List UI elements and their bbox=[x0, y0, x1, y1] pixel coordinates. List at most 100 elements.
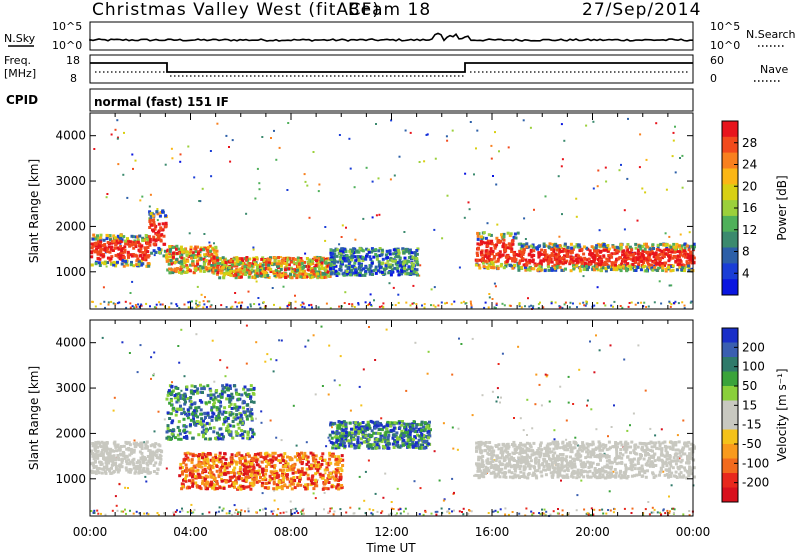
echo-cell bbox=[329, 265, 333, 269]
echo-scatter bbox=[216, 122, 219, 125]
echo-scatter bbox=[467, 201, 470, 204]
echo-scatter bbox=[384, 262, 387, 265]
echo-cell bbox=[543, 269, 547, 273]
echo-cell bbox=[292, 476, 296, 479]
echo-cell bbox=[673, 250, 677, 254]
echo-cell bbox=[145, 461, 149, 465]
echo-cell bbox=[488, 263, 492, 267]
echo-cell bbox=[116, 456, 120, 459]
near-range-echo bbox=[369, 301, 371, 304]
echo-cell bbox=[487, 254, 491, 258]
echo-cell bbox=[501, 245, 505, 249]
echo-cell bbox=[332, 470, 336, 474]
echo-cell bbox=[598, 245, 602, 249]
echo-cell bbox=[348, 249, 352, 253]
near-range-echo bbox=[440, 301, 443, 304]
echo-cell bbox=[198, 399, 202, 403]
echo-scatter bbox=[287, 122, 290, 124]
echo-cell bbox=[239, 416, 243, 420]
echo-scatter bbox=[121, 341, 124, 344]
echo-cell bbox=[687, 262, 690, 266]
echo-cell bbox=[293, 262, 297, 266]
echo-scatter bbox=[468, 208, 471, 211]
near-range-echo bbox=[279, 306, 282, 309]
echo-cell bbox=[201, 425, 205, 429]
echo-cell bbox=[309, 271, 313, 275]
echo-scatter bbox=[412, 284, 415, 287]
echo-cell bbox=[563, 254, 566, 258]
near-range-echo bbox=[247, 507, 250, 510]
echo-cell bbox=[222, 410, 226, 414]
echo-scatter bbox=[317, 190, 320, 193]
echo-cell bbox=[134, 470, 138, 474]
echo-cell bbox=[205, 252, 209, 256]
echo-cell bbox=[240, 393, 244, 397]
echo-cell bbox=[249, 395, 253, 399]
near-range-echo bbox=[494, 307, 497, 309]
echo-scatter bbox=[272, 370, 275, 373]
echo-scatter bbox=[577, 444, 580, 447]
near-range-echo bbox=[612, 305, 614, 308]
echo-cell bbox=[134, 445, 138, 449]
echo-cell bbox=[132, 246, 136, 250]
echo-cell bbox=[157, 443, 161, 447]
echo-cell bbox=[171, 408, 175, 412]
echo-cell bbox=[222, 486, 226, 490]
echo-cell bbox=[647, 266, 651, 270]
echo-cell bbox=[378, 254, 382, 258]
echo-cell bbox=[392, 248, 396, 252]
echo-cell bbox=[148, 226, 152, 229]
echo-cell bbox=[109, 247, 113, 251]
echo-cell bbox=[357, 258, 361, 262]
echo-cell bbox=[526, 268, 530, 272]
echo-cell bbox=[312, 454, 316, 458]
echo-cell bbox=[306, 273, 310, 277]
near-range-echo bbox=[111, 509, 114, 512]
echo-cell bbox=[199, 383, 202, 387]
echo-cell bbox=[351, 249, 354, 253]
echo-cell bbox=[192, 409, 196, 413]
echo-cell bbox=[286, 477, 290, 481]
near-range-echo bbox=[225, 306, 228, 308]
echo-cell bbox=[648, 247, 652, 251]
echo-cell bbox=[319, 260, 323, 263]
echo-cell bbox=[585, 264, 588, 268]
near-range-echo bbox=[593, 508, 596, 511]
echo-scatter bbox=[264, 360, 267, 363]
echo-cell bbox=[145, 264, 149, 268]
echo-cell bbox=[97, 471, 101, 475]
echo-scatter bbox=[312, 334, 315, 337]
echo-cell bbox=[305, 457, 309, 461]
echo-scatter bbox=[644, 191, 647, 194]
near-range-echo bbox=[409, 304, 412, 307]
echo-cell bbox=[263, 476, 267, 480]
nsearch-label: N.Search bbox=[746, 28, 796, 41]
near-range-echo bbox=[273, 303, 275, 306]
echo-cell bbox=[560, 268, 564, 272]
echo-cell bbox=[213, 396, 217, 400]
echo-scatter bbox=[558, 235, 561, 238]
near-range-echo bbox=[255, 511, 258, 514]
echo-cell bbox=[475, 251, 479, 255]
echo-scatter bbox=[273, 129, 275, 132]
echo-scatter bbox=[180, 328, 183, 331]
echo-scatter bbox=[498, 150, 500, 153]
near-range-echo bbox=[660, 302, 663, 305]
echo-scatter bbox=[442, 499, 445, 502]
echo-scatter bbox=[275, 158, 278, 161]
echo-cell bbox=[314, 454, 318, 458]
echo-cell bbox=[393, 266, 397, 270]
echo-cell bbox=[675, 250, 679, 253]
echo-cell bbox=[254, 477, 258, 481]
echo-cell bbox=[609, 253, 612, 257]
near-range-echo bbox=[114, 303, 117, 306]
near-range-echo bbox=[208, 300, 211, 303]
echo-cell bbox=[385, 249, 389, 253]
near-range-echo bbox=[220, 304, 223, 307]
echo-cell bbox=[205, 421, 209, 425]
echo-cell bbox=[333, 258, 337, 262]
echo-cell bbox=[250, 417, 254, 421]
nsearch-tick-bottom: 10^0 bbox=[710, 39, 740, 52]
echo-scatter bbox=[152, 374, 155, 377]
echo-cell bbox=[180, 256, 184, 260]
